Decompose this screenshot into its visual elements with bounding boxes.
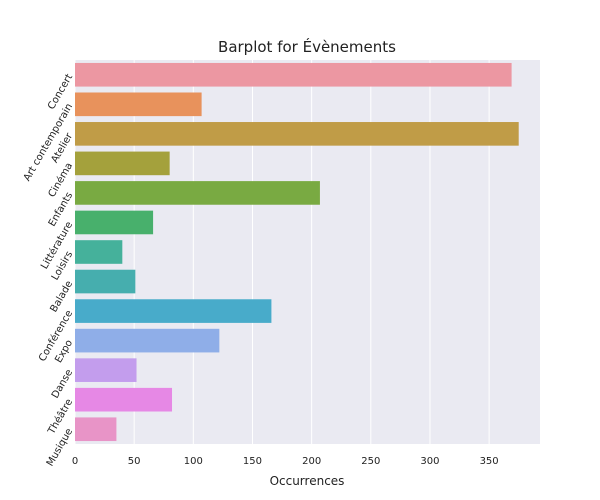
x-tick-label: 100 (184, 456, 203, 467)
x-tick-label: 350 (480, 456, 499, 467)
x-tick-label: 250 (361, 456, 380, 467)
y-tick-label: Balade (48, 279, 75, 314)
bar (75, 181, 320, 205)
bars (75, 62, 519, 442)
bar (75, 92, 202, 117)
bar (75, 269, 136, 294)
bar (75, 240, 123, 264)
bar (75, 210, 154, 235)
x-tick-label: 0 (72, 456, 78, 467)
bar (75, 151, 170, 176)
chart-title: Barplot for Évènements (218, 37, 396, 56)
bar (75, 328, 220, 353)
x-tick-labels: 0 50 100 150 200 250 300 350 (72, 456, 499, 467)
x-axis-label: Occurrences (270, 474, 345, 488)
bar (75, 417, 117, 442)
x-tick-label: 150 (243, 456, 262, 467)
x-tick-label: 200 (302, 456, 321, 467)
bar (75, 387, 173, 412)
bar (75, 358, 137, 382)
x-tick-label: 50 (128, 456, 141, 467)
plot-background (75, 60, 540, 444)
y-tick-label: Danse (50, 368, 75, 401)
bar (75, 62, 512, 87)
bar (75, 299, 272, 323)
bar (75, 122, 519, 146)
x-tick-label: 300 (420, 456, 439, 467)
